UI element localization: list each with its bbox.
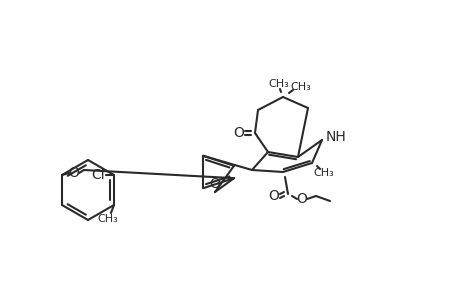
Text: CH₃: CH₃ bbox=[313, 168, 334, 178]
Text: CH₃: CH₃ bbox=[290, 82, 311, 92]
Text: O: O bbox=[209, 177, 220, 191]
Text: Cl: Cl bbox=[91, 168, 105, 182]
Text: O: O bbox=[268, 189, 279, 203]
Text: O: O bbox=[233, 126, 244, 140]
Text: CH₃: CH₃ bbox=[97, 214, 118, 224]
Text: CH₃: CH₃ bbox=[268, 79, 289, 89]
Text: O: O bbox=[296, 192, 307, 206]
Text: O: O bbox=[68, 166, 79, 180]
Text: NH: NH bbox=[325, 130, 346, 144]
